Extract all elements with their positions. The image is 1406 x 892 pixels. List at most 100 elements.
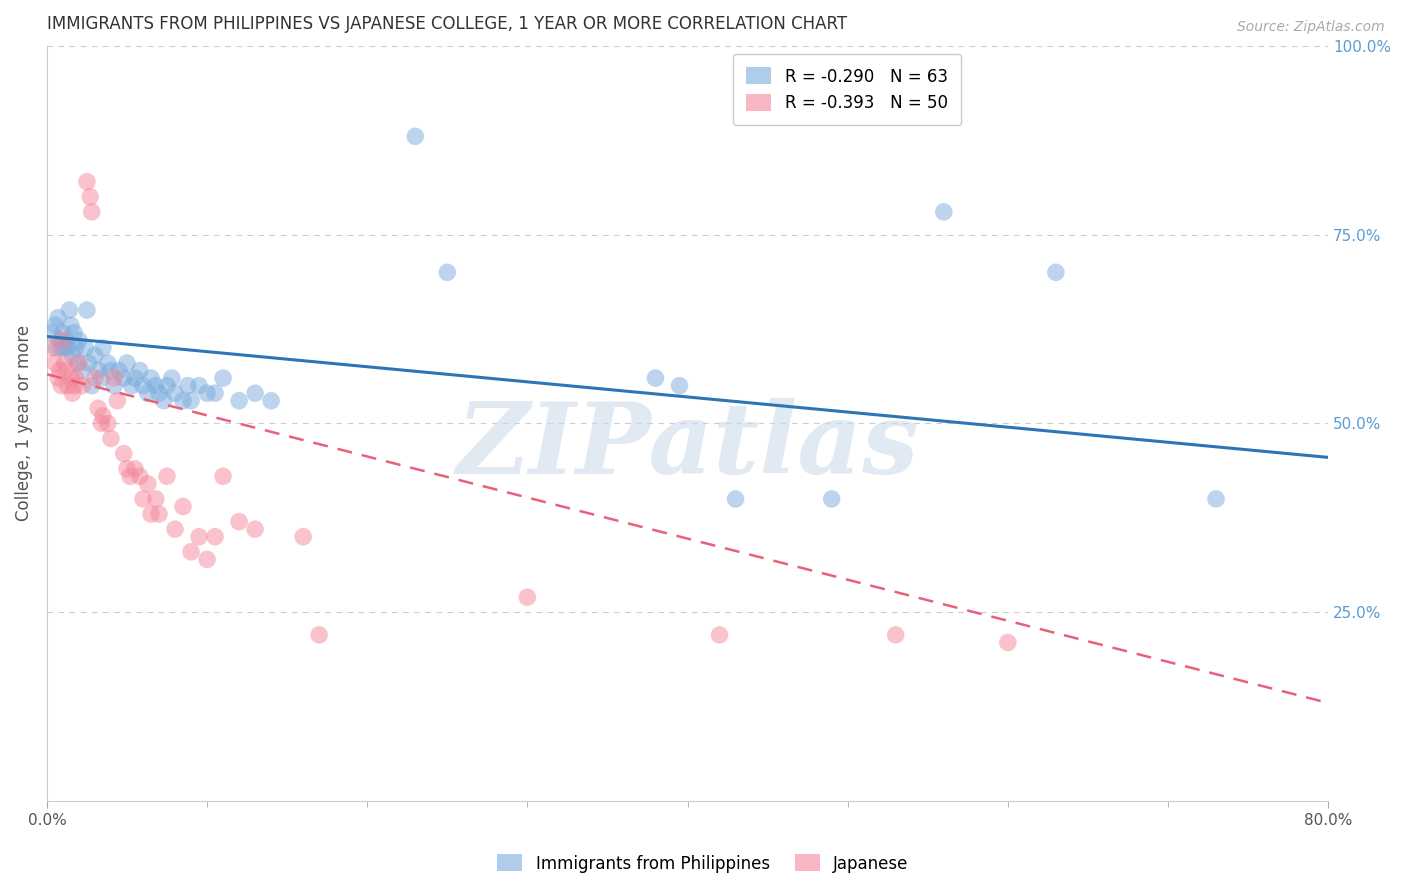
Point xyxy=(136,476,159,491)
Point xyxy=(52,334,75,348)
Point xyxy=(103,371,125,385)
Point xyxy=(188,378,211,392)
Point xyxy=(188,530,211,544)
Point xyxy=(180,393,202,408)
Text: IMMIGRANTS FROM PHILIPPINES VS JAPANESE COLLEGE, 1 YEAR OR MORE CORRELATION CHAR: IMMIGRANTS FROM PHILIPPINES VS JAPANESE … xyxy=(46,15,846,33)
Point xyxy=(163,522,186,536)
Point xyxy=(709,628,731,642)
Point xyxy=(139,507,162,521)
Point xyxy=(145,378,167,392)
Point xyxy=(404,129,426,144)
Point xyxy=(148,386,170,401)
Point xyxy=(212,371,235,385)
Point xyxy=(132,491,155,506)
Point xyxy=(121,378,143,392)
Point xyxy=(46,310,69,325)
Point xyxy=(80,378,103,392)
Point xyxy=(41,341,63,355)
Point xyxy=(41,326,63,340)
Point xyxy=(112,371,135,385)
Point xyxy=(100,432,122,446)
Point xyxy=(132,378,155,392)
Point xyxy=(204,386,226,401)
Point xyxy=(997,635,1019,649)
Point xyxy=(45,341,67,355)
Point xyxy=(55,363,77,377)
Point xyxy=(103,378,125,392)
Point xyxy=(932,205,955,219)
Point xyxy=(44,318,66,333)
Point xyxy=(67,356,90,370)
Point xyxy=(180,545,202,559)
Y-axis label: College, 1 year or more: College, 1 year or more xyxy=(15,326,32,522)
Point xyxy=(48,363,70,377)
Point xyxy=(76,303,98,318)
Point xyxy=(115,356,138,370)
Text: Source: ZipAtlas.com: Source: ZipAtlas.com xyxy=(1237,20,1385,34)
Point xyxy=(128,469,150,483)
Point xyxy=(105,393,128,408)
Point xyxy=(148,507,170,521)
Point xyxy=(195,552,218,566)
Point xyxy=(100,363,122,377)
Point xyxy=(884,628,907,642)
Point xyxy=(108,363,131,377)
Point xyxy=(66,356,89,370)
Point xyxy=(163,386,186,401)
Point xyxy=(44,356,66,370)
Point xyxy=(821,491,844,506)
Point xyxy=(70,378,93,392)
Point xyxy=(1045,265,1067,279)
Point xyxy=(46,371,69,385)
Point xyxy=(160,371,183,385)
Point xyxy=(59,371,82,385)
Point xyxy=(128,363,150,377)
Point xyxy=(136,386,159,401)
Point xyxy=(124,461,146,475)
Point xyxy=(80,205,103,219)
Point xyxy=(58,303,80,318)
Point xyxy=(79,190,101,204)
Point xyxy=(90,371,112,385)
Point xyxy=(56,341,79,355)
Point xyxy=(120,469,142,483)
Point xyxy=(55,334,77,348)
Point xyxy=(51,341,73,355)
Point xyxy=(70,363,93,377)
Point xyxy=(84,348,107,362)
Point xyxy=(243,386,266,401)
Point xyxy=(65,341,87,355)
Legend: Immigrants from Philippines, Japanese: Immigrants from Philippines, Japanese xyxy=(491,847,915,880)
Point xyxy=(62,348,84,362)
Point xyxy=(87,401,110,416)
Point xyxy=(156,378,179,392)
Point xyxy=(53,341,76,355)
Text: ZIPatlas: ZIPatlas xyxy=(457,398,918,494)
Point xyxy=(75,341,97,355)
Point xyxy=(112,447,135,461)
Point xyxy=(65,371,87,385)
Point xyxy=(644,371,666,385)
Point xyxy=(177,378,200,392)
Point xyxy=(91,409,114,423)
Point xyxy=(115,461,138,475)
Point xyxy=(228,393,250,408)
Point xyxy=(212,469,235,483)
Legend: R = -0.290   N = 63, R = -0.393   N = 50: R = -0.290 N = 63, R = -0.393 N = 50 xyxy=(733,54,962,126)
Point xyxy=(195,386,218,401)
Point xyxy=(90,417,112,431)
Point xyxy=(228,515,250,529)
Point xyxy=(56,378,79,392)
Point xyxy=(243,522,266,536)
Point xyxy=(91,341,114,355)
Point xyxy=(62,386,84,401)
Point xyxy=(516,590,538,604)
Point xyxy=(76,175,98,189)
Point xyxy=(59,318,82,333)
Point xyxy=(87,363,110,377)
Point xyxy=(724,491,747,506)
Point xyxy=(97,417,120,431)
Point xyxy=(97,356,120,370)
Point xyxy=(308,628,330,642)
Point xyxy=(1205,491,1227,506)
